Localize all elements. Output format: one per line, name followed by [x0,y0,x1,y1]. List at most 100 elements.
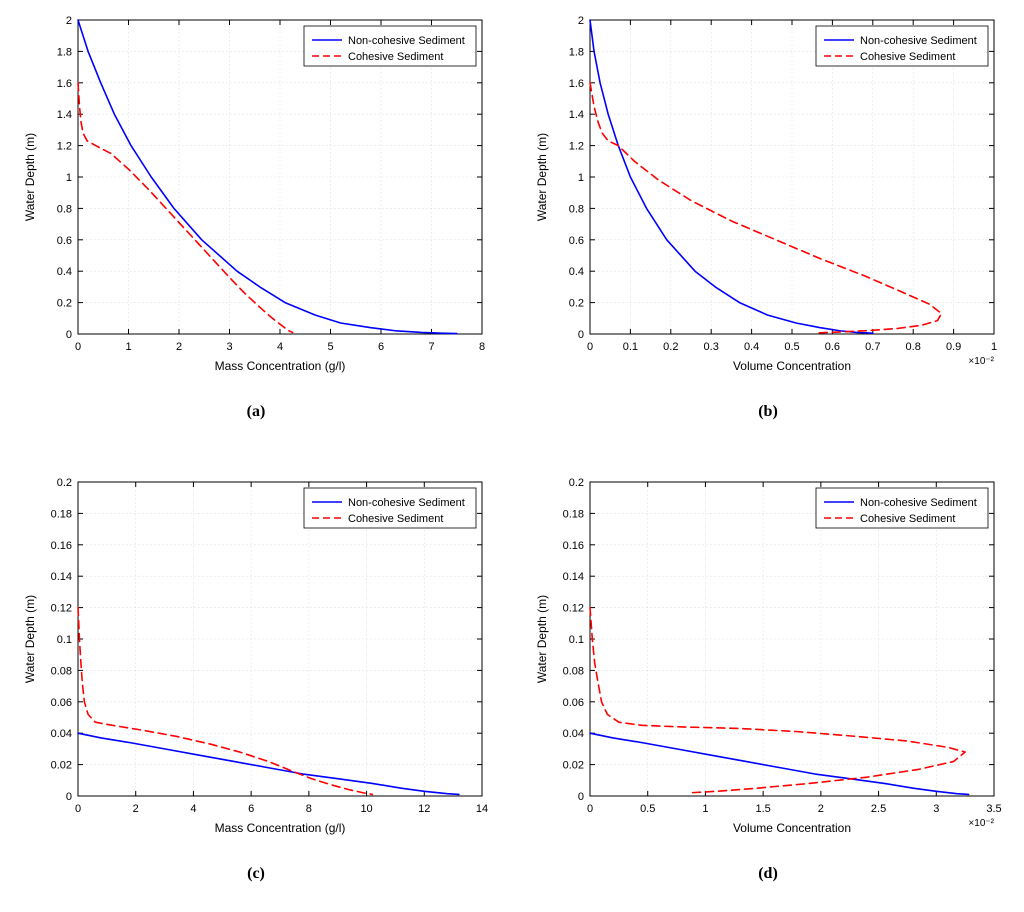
plot-d: 00.511.522.533.500.020.040.060.080.10.12… [528,470,1008,855]
svg-text:3: 3 [226,341,232,353]
caption-b: (b) [758,403,778,421]
svg-text:0.2: 0.2 [569,298,584,310]
svg-text:0.08: 0.08 [51,665,72,677]
svg-text:0.1: 0.1 [57,634,72,646]
svg-text:0.08: 0.08 [563,665,584,677]
svg-text:Non-cohesive Sediment: Non-cohesive Sediment [348,497,465,509]
svg-text:0.3: 0.3 [704,341,719,353]
panel-b: 00.10.20.30.40.50.60.70.80.9100.20.40.60… [524,8,1012,434]
svg-text:0.02: 0.02 [51,760,72,772]
svg-text:0.1: 0.1 [569,634,584,646]
svg-text:1.2: 1.2 [57,141,72,153]
svg-text:Non-cohesive Sediment: Non-cohesive Sediment [860,35,977,47]
svg-text:1: 1 [578,172,584,184]
caption-d: (d) [758,865,778,883]
panel-c: 0 2 4 6 8 10 12 14 0 0.02 0.04 0.06 0.08 0.1 0.12 0.14 0… [12,470,500,896]
svg-text:4: 4 [190,803,196,815]
svg-text:1.4: 1.4 [569,109,584,121]
svg-text:0.8: 0.8 [569,203,584,215]
svg-text:0.04: 0.04 [563,728,584,740]
svg-text:2: 2 [818,803,824,815]
svg-text:0.2: 0.2 [57,298,72,310]
svg-text:2: 2 [578,15,584,27]
svg-text:Water Depth (m): Water Depth (m) [535,133,549,221]
svg-text:0.02: 0.02 [563,760,584,772]
svg-text:0.14: 0.14 [51,571,72,583]
svg-text:0.5: 0.5 [784,341,799,353]
plot-c: 0 2 4 6 8 10 12 14 0 0.02 0.04 0.06 0.08 0.1 0.12 0.14 0… [16,470,496,855]
chart-svg: 00.10.20.30.40.50.60.70.80.9100.20.40.60… [528,8,1008,388]
svg-text:12: 12 [418,803,430,815]
svg-text:0: 0 [587,803,593,815]
svg-text:0: 0 [66,329,72,341]
svg-text:0.14: 0.14 [563,571,584,583]
svg-text:1: 1 [125,341,131,353]
svg-text:2: 2 [176,341,182,353]
svg-text:14: 14 [476,803,488,815]
chart-svg: 00.511.522.533.500.020.040.060.080.10.12… [528,470,1008,850]
caption-c: (c) [247,865,265,883]
svg-text:0.18: 0.18 [563,508,584,520]
svg-text:2: 2 [133,803,139,815]
svg-text:Mass Concentration (g/l): Mass Concentration (g/l) [215,821,346,835]
svg-text:1.8: 1.8 [569,46,584,58]
svg-text:0.2: 0.2 [57,477,72,489]
svg-text:0.5: 0.5 [640,803,655,815]
svg-text:0: 0 [578,791,584,803]
svg-text:Volume Concentration: Volume Concentration [733,821,851,835]
svg-text:0.4: 0.4 [744,341,759,353]
svg-text:1.6: 1.6 [569,78,584,90]
svg-text:1: 1 [66,172,72,184]
svg-text:×10⁻²: ×10⁻² [968,818,994,829]
svg-text:0.16: 0.16 [563,540,584,552]
svg-text:0: 0 [66,791,72,803]
plot-b: 00.10.20.30.40.50.60.70.80.9100.20.40.60… [528,8,1008,393]
figure-container: { "figure": { "background": "#ffffff", "… [0,0,1024,912]
caption-a: (a) [247,403,266,421]
svg-text:0.06: 0.06 [563,697,584,709]
plot-a: 01234567800.20.40.60.811.21.41.61.82Mass… [16,8,496,393]
svg-text:1.6: 1.6 [57,78,72,90]
svg-text:0.18: 0.18 [51,508,72,520]
svg-text:6: 6 [378,341,384,353]
svg-text:Water Depth (m): Water Depth (m) [23,133,37,221]
svg-text:8: 8 [479,341,485,353]
svg-text:0.16: 0.16 [51,540,72,552]
svg-text:0.9: 0.9 [946,341,961,353]
svg-text:7: 7 [428,341,434,353]
svg-text:×10⁻²: ×10⁻² [968,356,994,367]
svg-text:0.06: 0.06 [51,697,72,709]
svg-text:0: 0 [75,341,81,353]
chart-svg: 01234567800.20.40.60.811.21.41.61.82Mass… [16,8,496,388]
svg-text:0.04: 0.04 [51,728,72,740]
svg-text:3: 3 [933,803,939,815]
svg-text:6: 6 [248,803,254,815]
svg-text:Water Depth (m): Water Depth (m) [535,595,549,683]
svg-text:0.12: 0.12 [563,603,584,615]
svg-text:3.5: 3.5 [986,803,1001,815]
svg-text:0.4: 0.4 [57,266,72,278]
svg-text:Cohesive Sediment: Cohesive Sediment [860,51,955,63]
svg-text:0: 0 [75,803,81,815]
panel-a: 01234567800.20.40.60.811.21.41.61.82Mass… [12,8,500,434]
svg-text:Volume Concentration: Volume Concentration [733,359,851,373]
svg-text:0.6: 0.6 [57,235,72,247]
svg-text:10: 10 [360,803,372,815]
svg-text:Cohesive Sediment: Cohesive Sediment [348,51,443,63]
svg-text:5: 5 [327,341,333,353]
svg-text:0: 0 [587,341,593,353]
svg-text:8: 8 [306,803,312,815]
svg-text:1.4: 1.4 [57,109,72,121]
panel-d: 00.511.522.533.500.020.040.060.080.10.12… [524,470,1012,896]
svg-text:0.4: 0.4 [569,266,584,278]
svg-text:0.6: 0.6 [569,235,584,247]
svg-text:0.12: 0.12 [51,603,72,615]
svg-text:1.8: 1.8 [57,46,72,58]
svg-text:0.1: 0.1 [623,341,638,353]
svg-text:Water Depth (m): Water Depth (m) [23,595,37,683]
svg-text:0.2: 0.2 [569,477,584,489]
svg-text:0.8: 0.8 [906,341,921,353]
svg-text:1: 1 [991,341,997,353]
svg-text:Mass Concentration (g/l): Mass Concentration (g/l) [215,359,346,373]
svg-text:0.7: 0.7 [865,341,880,353]
